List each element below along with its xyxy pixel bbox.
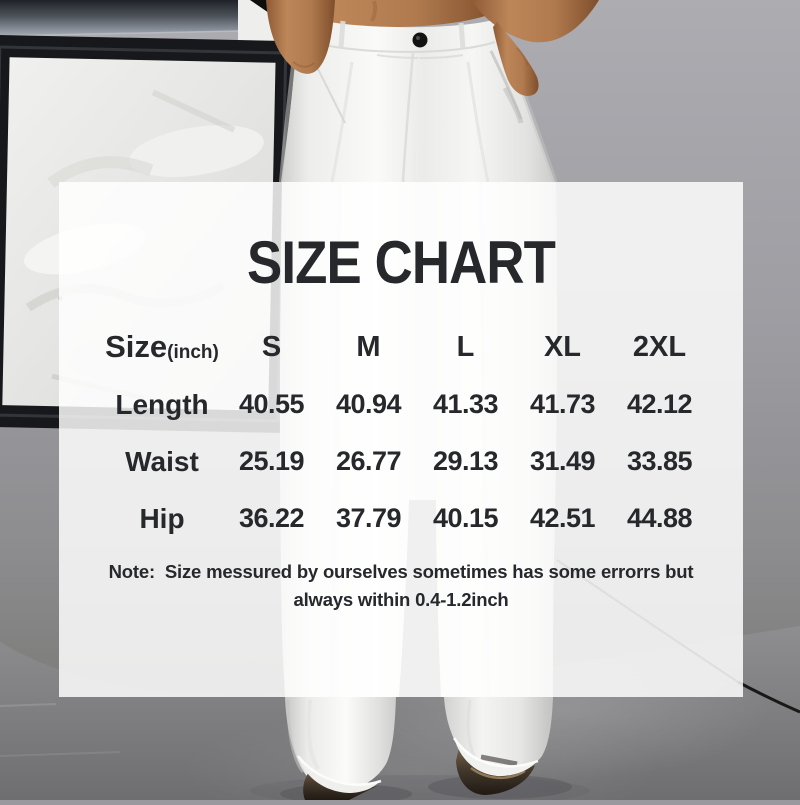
column-header-2xl: 2XL <box>632 330 687 363</box>
left-hem <box>297 755 382 793</box>
row-label-length: Length <box>115 388 209 420</box>
note-line-2: always within 0.4-1.2inch <box>293 589 509 610</box>
size-chart-title: SIZE CHART <box>247 229 556 296</box>
size-label: Size <box>105 329 168 364</box>
column-header-m: M <box>356 330 381 363</box>
size-value-cell: 42.12 <box>626 389 693 419</box>
column-header-xl: XL <box>543 330 582 363</box>
fly-seam <box>401 51 415 183</box>
column-header-s: S <box>261 330 282 363</box>
size-value-cell: 41.73 <box>529 389 596 419</box>
size-value-cell: 40.15 <box>432 503 499 533</box>
unit-label: (inch) <box>167 342 219 363</box>
size-chart-table: Size(inch) S M L XL 2XL Length 40.55 40.… <box>101 318 743 547</box>
size-chart-note: Note: Size messured by ourselves sometime… <box>59 558 743 614</box>
size-value-cell: 37.79 <box>335 503 402 533</box>
size-value-cell: 40.94 <box>335 389 402 419</box>
size-value-cell: 25.19 <box>238 446 305 476</box>
model-right-arm <box>471 0 599 124</box>
column-header-l: L <box>456 330 475 363</box>
right-hem <box>452 737 539 777</box>
left-pant-leg <box>285 697 396 792</box>
size-value-cell: 36.22 <box>238 503 305 533</box>
note-prefix: Note: <box>108 561 155 582</box>
size-value-cell: 33.85 <box>626 446 693 476</box>
cabinet-top <box>0 0 247 37</box>
note-text-1: Size messured by ourselves sometimes has… <box>164 561 694 582</box>
row-label-hip: Hip <box>139 502 185 534</box>
size-value-cell: 40.55 <box>238 389 305 419</box>
note-line-1: Note: Size messured by ourselves sometime… <box>59 558 743 586</box>
model-left-arm <box>266 0 335 74</box>
size-chart-panel: SIZE CHART Size(inch) S M L XL 2XL Lengt… <box>59 182 743 697</box>
pants-button <box>412 32 428 48</box>
size-value-cell: 41.33 <box>432 389 499 419</box>
size-value-cell: 29.13 <box>432 446 499 476</box>
row-label-waist: Waist <box>125 445 199 477</box>
size-value-cell: 42.51 <box>529 503 596 533</box>
size-value-cell: 31.49 <box>529 446 596 476</box>
floor-streak <box>0 703 57 707</box>
column-header-size: Size(inch) <box>101 329 223 365</box>
floor-streak-2 <box>0 751 121 757</box>
size-value-cell: 44.88 <box>626 503 693 533</box>
size-value-cell: 26.77 <box>335 446 402 476</box>
